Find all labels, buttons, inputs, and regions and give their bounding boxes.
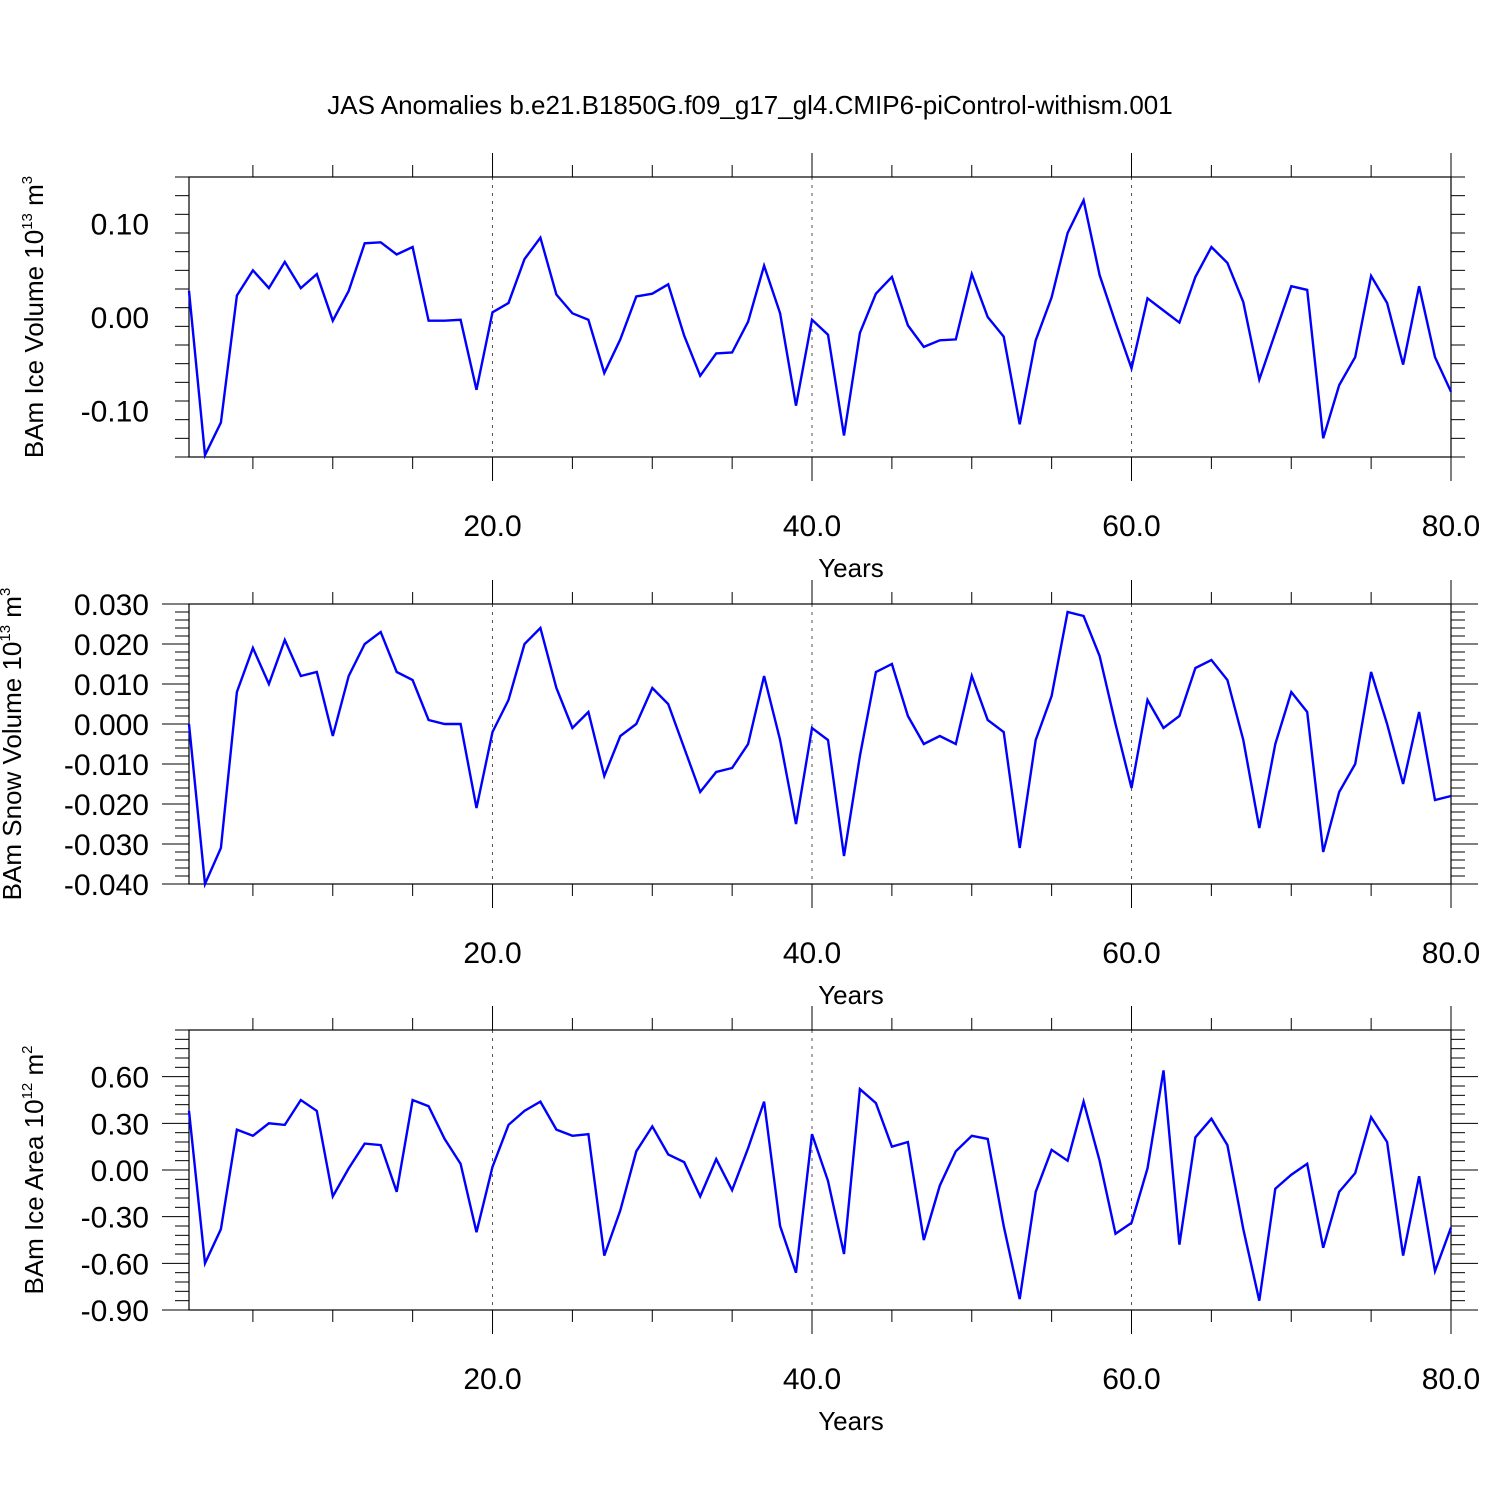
- series-line: [187, 196, 1453, 460]
- chart-title: JAS Anomalies b.e21.B1850G.f09_g17_gl4.C…: [327, 90, 1172, 120]
- series-line: [187, 1070, 1453, 1301]
- x-axis-label: Years: [818, 980, 884, 1010]
- plot-frame: [188, 603, 1452, 885]
- y-tick-label: 0.020: [74, 629, 149, 662]
- x-axis-label: Years: [818, 1406, 884, 1436]
- x-tick-label: 80.0: [1422, 1363, 1480, 1396]
- y-tick-label: -0.10: [81, 395, 149, 428]
- y-axis-label: BAm Ice Volume 1013 m3: [19, 176, 49, 458]
- x-tick-label: 20.0: [463, 510, 521, 543]
- x-tick-label: 40.0: [783, 1363, 841, 1396]
- series-line: [187, 610, 1452, 889]
- x-tick-label: 80.0: [1422, 937, 1480, 970]
- y-axis-label: BAm Ice Area 1012 m2: [19, 1045, 49, 1294]
- x-tick-label: 80.0: [1422, 510, 1480, 543]
- y-axis-label: BAm Snow Volume 1013 m3: [0, 588, 27, 901]
- y-tick-label: 0.00: [91, 1155, 149, 1188]
- y-tick-label: -0.60: [81, 1248, 149, 1281]
- y-tick-label: -0.040: [64, 869, 149, 902]
- x-tick-label: 20.0: [463, 1363, 521, 1396]
- panel-3: 20.0 40.0 60.0 80.0 Years -0.90 -0.60 -0.30 0.00…: [19, 1006, 1480, 1436]
- x-tick-label: 60.0: [1102, 937, 1160, 970]
- panel-1: 20.0 40.0 60.0 80.0 Years -0.10 0.00 0.10 BAm Ic…: [19, 153, 1480, 583]
- y-tick-label: 0.030: [74, 589, 149, 622]
- y-tick-label: 0.00: [91, 302, 149, 335]
- y-tick-label: 0.30: [91, 1108, 149, 1141]
- panel-2: 20.0 40.0 60.0 80.0 Years -0.040 -0.030 -0.020 -…: [0, 580, 1480, 1010]
- y-tick-label: 0.000: [74, 709, 149, 742]
- x-tick-label: 60.0: [1102, 1363, 1160, 1396]
- x-tick-label: 20.0: [463, 937, 521, 970]
- x-tick-label: 40.0: [783, 937, 841, 970]
- plot-frame: [188, 1029, 1452, 1311]
- y-tick-label: -0.90: [81, 1295, 149, 1328]
- x-tick-label: 40.0: [783, 510, 841, 543]
- x-axis-label: Years: [818, 553, 884, 583]
- y-tick-label: -0.010: [64, 749, 149, 782]
- y-tick-label: -0.030: [64, 829, 149, 862]
- y-tick-label: 0.010: [74, 669, 149, 702]
- y-tick-label: 0.10: [91, 209, 149, 242]
- y-tick-label: -0.020: [64, 789, 149, 822]
- y-tick-label: -0.30: [81, 1202, 149, 1235]
- plot-frame: [188, 176, 1452, 458]
- x-tick-label: 60.0: [1102, 510, 1160, 543]
- y-tick-label: 0.60: [91, 1062, 149, 1095]
